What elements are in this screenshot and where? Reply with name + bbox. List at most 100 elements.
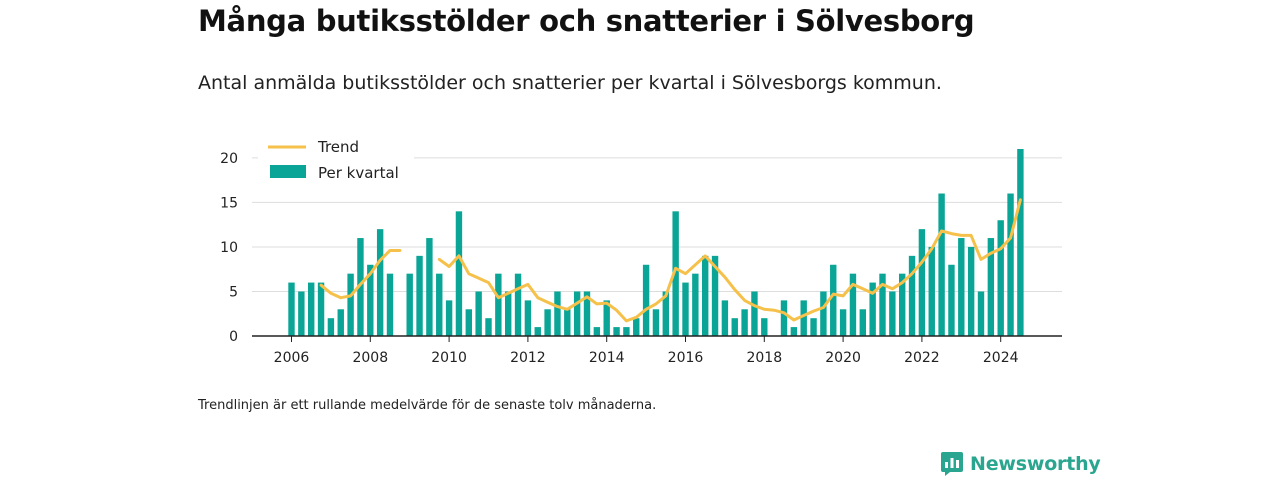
bar (849, 273, 857, 336)
bar (800, 300, 807, 336)
legend-trend-label: Trend (317, 138, 359, 156)
bar (347, 273, 354, 336)
bar (977, 291, 985, 336)
bar (820, 291, 827, 336)
bar (406, 273, 413, 336)
bar (554, 291, 561, 336)
x-tick-label: 2022 (904, 350, 940, 366)
bar (761, 318, 768, 336)
x-tick-label: 2024 (983, 350, 1019, 366)
bar (899, 273, 906, 336)
x-tick-label: 2006 (274, 350, 310, 366)
x-tick-label: 2016 (668, 350, 704, 366)
bar (652, 309, 660, 336)
bar (702, 255, 709, 336)
bar (633, 318, 640, 336)
x-tick-label: 2018 (746, 350, 782, 366)
bar (642, 264, 650, 336)
bar (721, 300, 729, 336)
bar (573, 291, 581, 336)
bar (485, 318, 492, 336)
bar (741, 309, 748, 336)
x-tick-label: 2012 (510, 350, 546, 366)
bar (534, 327, 541, 336)
bar (987, 238, 995, 336)
bar (958, 238, 965, 336)
bar (711, 255, 719, 336)
y-tick-label: 0 (229, 329, 238, 345)
bar (869, 282, 876, 336)
bar (790, 327, 798, 336)
bar (465, 309, 472, 336)
bar (830, 264, 837, 336)
bar (298, 291, 305, 336)
bar (810, 318, 817, 336)
bar (386, 273, 394, 336)
bar (613, 327, 620, 336)
bar (879, 273, 886, 336)
bar (889, 291, 896, 336)
y-tick-label: 5 (229, 284, 238, 300)
bar (505, 291, 512, 336)
bar (564, 309, 571, 336)
bar (938, 193, 945, 336)
bar (603, 300, 610, 336)
bar (327, 318, 335, 336)
trend-segment (437, 198, 1022, 323)
bar (780, 300, 788, 336)
bar (751, 291, 758, 336)
bars-per-kvartal (288, 149, 1024, 336)
y-tick-label: 20 (220, 151, 238, 167)
bar (426, 238, 433, 336)
bar (367, 264, 374, 336)
bar (416, 255, 423, 336)
bar (967, 246, 975, 336)
bar (308, 282, 315, 336)
bar (317, 282, 325, 336)
bar (495, 273, 502, 336)
bar-chart: 0 5 10 15 20 2006 2008 2010 2012 2014 2016 2018 2020… (220, 133, 1062, 366)
bar (731, 318, 738, 336)
brand-logo[interactable]: Newsworthy (940, 450, 1101, 478)
bar (514, 273, 522, 336)
bar (544, 309, 551, 336)
legend: Trend Per kvartal (258, 133, 414, 187)
brand-name: Newsworthy (970, 453, 1101, 475)
bar (662, 291, 669, 336)
y-tick-label: 10 (220, 240, 238, 256)
bar (357, 238, 364, 336)
bar (445, 300, 453, 336)
bar (1007, 193, 1014, 336)
bar (859, 309, 866, 336)
bar (337, 309, 344, 336)
bar (672, 211, 679, 336)
bar (524, 300, 532, 336)
trend-segment (319, 249, 402, 300)
bar (583, 291, 591, 336)
bar (928, 246, 935, 336)
legend-bar-label: Per kvartal (318, 164, 399, 182)
chart-title: Många butiksstölder och snatterier i Söl… (198, 4, 975, 38)
bar (839, 309, 847, 336)
legend-bar-swatch (270, 165, 306, 178)
bar (692, 273, 699, 336)
trend-line (319, 198, 1022, 323)
x-tick-label: 2014 (589, 350, 625, 366)
bar (682, 282, 689, 336)
bar (1017, 149, 1024, 336)
x-tick-label: 2020 (825, 350, 861, 366)
bar (376, 229, 384, 336)
axes: 0 5 10 15 20 2006 2008 2010 2012 2014 2016 2018 2020… (220, 151, 1062, 366)
bar (436, 273, 443, 336)
bar (288, 282, 295, 336)
bar (997, 220, 1004, 336)
footnote: Trendlinjen är ett rullande medelvärde f… (198, 398, 657, 413)
y-tick-label: 15 (220, 195, 238, 211)
chart-subtitle: Antal anmälda butiksstölder och snatteri… (198, 72, 942, 94)
bar (475, 291, 482, 336)
bar (623, 327, 630, 336)
bar (908, 255, 916, 336)
x-tick-label: 2008 (352, 350, 388, 366)
bar (948, 264, 955, 336)
x-tick-label: 2010 (431, 350, 467, 366)
